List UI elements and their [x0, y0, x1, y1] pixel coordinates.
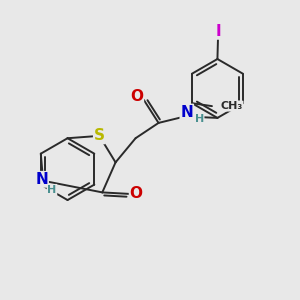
Text: H: H: [194, 114, 204, 124]
Text: S: S: [94, 128, 105, 143]
Text: H: H: [47, 184, 57, 195]
Text: CH₃: CH₃: [221, 101, 243, 111]
Text: O: O: [130, 89, 143, 104]
Text: I: I: [216, 24, 221, 39]
Text: N: N: [180, 104, 193, 119]
Text: N: N: [35, 172, 48, 187]
Text: O: O: [130, 186, 143, 201]
